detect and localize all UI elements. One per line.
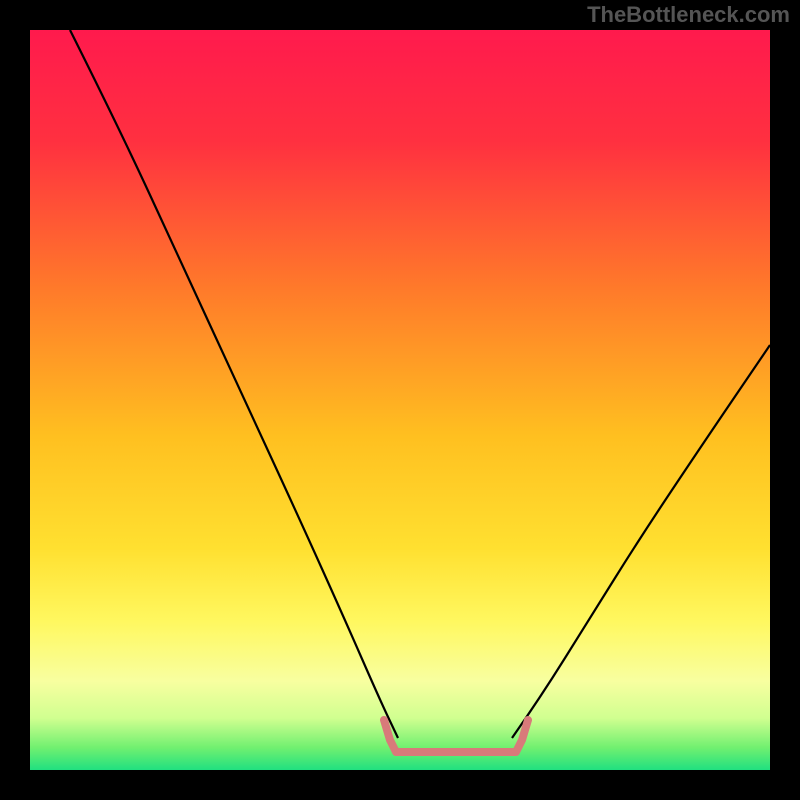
- watermark-text: TheBottleneck.com: [587, 2, 790, 28]
- chart-container: TheBottleneck.com: [0, 0, 800, 800]
- bottleneck-chart: [0, 0, 800, 800]
- plot-background: [30, 30, 770, 770]
